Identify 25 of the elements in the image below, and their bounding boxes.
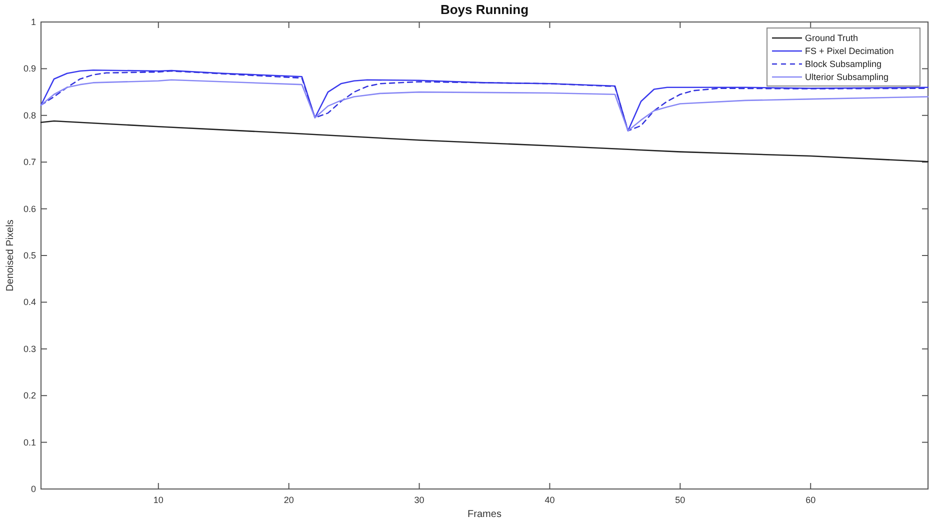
legend-label: FS + Pixel Decimation — [805, 46, 894, 56]
legend-label: Block Subsampling — [805, 59, 882, 69]
legend-label: Ulterior Subsampling — [805, 72, 889, 82]
legend-label: Ground Truth — [805, 33, 858, 43]
y-axis-title: Denoised Pixels — [5, 220, 16, 292]
y-tick-label: 0.1 — [23, 437, 36, 448]
x-tick-label: 30 — [414, 495, 424, 505]
y-tick-label: 0.9 — [23, 64, 36, 74]
y-tick-label: 0.8 — [23, 110, 36, 120]
chart-title: Boys Running — [440, 2, 529, 17]
y-tick-label: 0 — [30, 484, 36, 494]
x-axis-title: Frames — [468, 509, 502, 520]
line-series — [40, 120, 929, 162]
y-tick-label: 0.4 — [23, 297, 36, 308]
x-tick-label: 40 — [544, 495, 555, 505]
x-tick-label: 10 — [153, 495, 164, 505]
y-tick-label: 0.7 — [23, 157, 36, 168]
y-tick-label: 0.5 — [23, 250, 36, 260]
y-tick-label: 1 — [30, 17, 36, 27]
y-tick-label: 0.2 — [23, 390, 36, 401]
x-tick-label: 60 — [806, 495, 816, 505]
y-tick-label: 0.3 — [23, 344, 36, 354]
y-tick-label: 0.6 — [23, 204, 36, 214]
x-tick-label: 50 — [675, 495, 686, 505]
x-tick-label: 20 — [284, 495, 294, 505]
